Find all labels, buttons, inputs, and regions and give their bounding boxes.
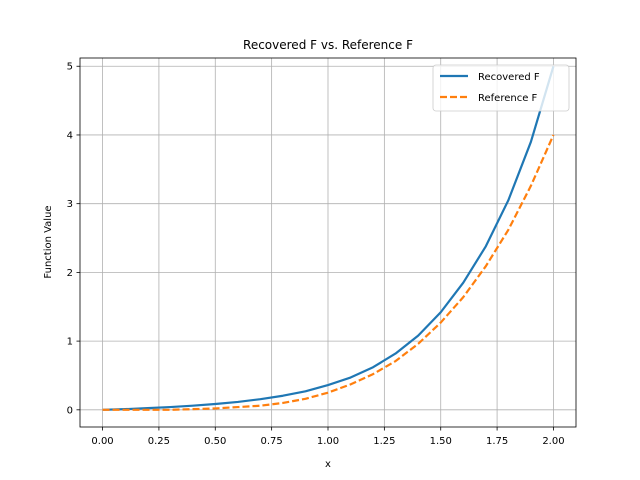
x-tick-label: 1.25 <box>373 436 395 447</box>
x-tick-label: 1.50 <box>430 436 452 447</box>
y-tick-label: 4 <box>67 130 73 141</box>
chart-title: Recovered F vs. Reference F <box>243 38 413 52</box>
y-tick-label: 5 <box>67 62 73 73</box>
x-tick-label: 0.50 <box>204 436 226 447</box>
y-axis-label: Function Value <box>43 205 54 278</box>
x-tick-label: 1.75 <box>486 436 508 447</box>
legend: Recovered F Reference F <box>432 64 570 112</box>
grid-lines <box>80 58 576 427</box>
x-tick-label: 0.00 <box>91 436 113 447</box>
x-tick-label: 1.00 <box>317 436 339 447</box>
series-line-recovered <box>102 65 555 411</box>
series-layer <box>102 65 555 411</box>
x-tick-label: 0.25 <box>148 436 170 447</box>
series-line-reference <box>102 134 555 411</box>
y-tick-label: 1 <box>67 337 73 348</box>
y-tick-label: 0 <box>67 405 73 416</box>
x-tick-label: 2.00 <box>542 436 564 447</box>
x-tick-label: 0.75 <box>261 436 283 447</box>
x-axis-ticks: 0.00 0.25 0.50 0.75 1.00 1.25 1.50 1.75 2.00 <box>91 427 565 447</box>
y-axis-ticks: 0 1 2 3 4 5 <box>67 62 80 416</box>
legend-label-reference: Reference F <box>478 93 538 104</box>
x-axis-label: x <box>325 459 331 470</box>
y-tick-label: 3 <box>67 199 73 210</box>
y-tick-label: 2 <box>67 268 73 279</box>
legend-label-recovered: Recovered F <box>478 72 540 83</box>
